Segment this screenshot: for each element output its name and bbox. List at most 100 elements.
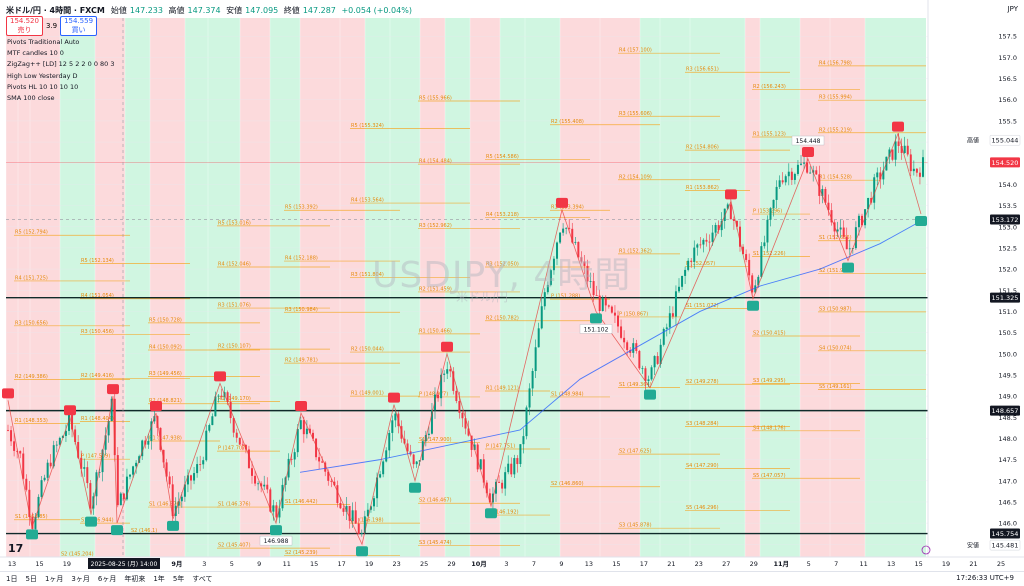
- candle-body: [7, 429, 9, 431]
- tf-button[interactable]: すべて: [192, 575, 213, 583]
- candle-body: [720, 220, 723, 231]
- candle-body: [132, 466, 135, 475]
- candle-body: [71, 414, 74, 430]
- buy-label: 買い: [71, 26, 86, 34]
- buy-button[interactable]: 154.559 買い: [60, 16, 98, 36]
- price-tick-label: 150.5: [998, 329, 1017, 337]
- candle-body: [504, 472, 507, 489]
- time-tick-label: 15: [310, 560, 318, 568]
- candle-body: [543, 292, 546, 307]
- candle-body: [232, 418, 235, 433]
- pivot-label: R2 (149.781): [285, 358, 318, 364]
- price-axis[interactable]: 145.5146.0146.5147.0147.5148.0148.5149.0…: [927, 0, 1024, 571]
- trend-band: [445, 18, 470, 557]
- indicator-item[interactable]: SMA 100 close: [7, 94, 55, 103]
- candle-body: [296, 428, 299, 453]
- sma-100-line: [299, 217, 927, 473]
- tf-button[interactable]: 5年: [172, 575, 185, 583]
- time-axis[interactable]: 13 15 19 21 25 27 9月 3 5 9 11 15 17 19 23 25 29 10月 3 7 9 13 1…: [0, 545, 1024, 571]
- tf-button[interactable]: 1ヶ月: [44, 575, 64, 583]
- ohlc-readout: 始値 147.233 高値 147.374 安値 147.095 終値 147.287 …: [111, 5, 415, 16]
- pivot-label: R4 (152.188): [285, 256, 318, 262]
- tf-button[interactable]: 1年: [153, 575, 165, 583]
- pivot-label: R3 (150.656): [15, 320, 48, 326]
- candle-body: [891, 149, 894, 160]
- pivot-label: S3 (145.474): [419, 540, 452, 546]
- candle-body: [257, 483, 260, 485]
- close-value: 147.287: [302, 5, 336, 15]
- trend-band: [865, 18, 926, 557]
- indicator-item[interactable]: Pivots Traditional Auto: [7, 38, 80, 46]
- indicator-item[interactable]: Pivots HL 10 10 10 10: [7, 82, 79, 91]
- indicator-item[interactable]: MTF candles 10 0: [7, 49, 64, 58]
- pivot-label: S1 (148.984): [551, 391, 584, 397]
- price-tick-label: 152.0: [998, 266, 1017, 274]
- time-tick-label: 5: [230, 560, 234, 568]
- candle-body: [220, 395, 223, 397]
- pivot-label: R1 (152.362): [619, 248, 652, 254]
- open-value: 147.233: [129, 5, 163, 15]
- indicator-item[interactable]: High Low Yesterday D: [7, 71, 78, 80]
- candle-body: [714, 224, 717, 233]
- candle-body: [488, 493, 491, 503]
- candle-body: [809, 172, 812, 174]
- pivot-label: R4 (151.725): [15, 275, 48, 281]
- swing-low-marker: [915, 216, 927, 227]
- pivot-label: S1 (152.226): [753, 251, 786, 257]
- candle-body: [574, 241, 577, 243]
- pivot-label: R2 (150.044): [351, 347, 384, 353]
- candle-body: [559, 232, 562, 243]
- pivot-label: S3 (150.987): [819, 306, 852, 312]
- candle-body: [613, 312, 616, 316]
- trend-band: [390, 18, 420, 557]
- price-tick-label: 153.5: [998, 202, 1017, 210]
- candle-body: [379, 474, 382, 478]
- price-tick-label: 147.5: [998, 456, 1017, 464]
- swing-low-marker: [485, 508, 497, 519]
- candle-body: [522, 436, 525, 445]
- candle-body: [354, 510, 357, 524]
- price-flag-value: 145.481: [992, 542, 1019, 550]
- clock-readout[interactable]: 17:26:33 UTC+9: [956, 574, 1014, 582]
- pivot-label: R4 (153.564): [351, 198, 384, 204]
- candle-body: [848, 248, 851, 250]
- candle-body: [854, 227, 857, 249]
- candle-body: [647, 379, 650, 381]
- pivot-label: R3 (151.804): [351, 272, 384, 278]
- time-tick-label: 15: [914, 560, 922, 568]
- tf-button[interactable]: 5日: [25, 575, 37, 583]
- sell-button[interactable]: 154.520 売り: [6, 16, 43, 36]
- tf-button[interactable]: 1日: [6, 575, 18, 583]
- pivot-label: R1 (150.466): [419, 328, 452, 334]
- candle-body: [141, 440, 144, 457]
- tf-button[interactable]: 6ヶ月: [97, 575, 117, 583]
- candle-body: [626, 342, 629, 350]
- swing-high-marker: [107, 384, 119, 395]
- pivot-label: R1 (155.123): [753, 132, 786, 138]
- symbol-title[interactable]: 米ドル/円 · 4時間 · FXCM: [6, 5, 105, 15]
- pivot-label: R1 (147.938): [149, 435, 182, 441]
- price-tick-label: 147.0: [998, 477, 1017, 485]
- candle-body: [915, 168, 918, 173]
- pivot-label: S4 (148.176): [753, 425, 786, 431]
- candle-body: [342, 508, 345, 512]
- candle-body: [589, 281, 592, 282]
- time-tick-label: 7: [532, 560, 536, 568]
- tf-button[interactable]: 3ヶ月: [71, 575, 90, 583]
- pivot-label: S2 (146.860): [551, 481, 584, 487]
- candle-body: [800, 163, 802, 165]
- candle-body: [601, 297, 604, 312]
- candle-body: [586, 265, 589, 282]
- candle-body: [165, 462, 168, 477]
- pivot-label: R3 (152.050): [486, 261, 519, 267]
- tf-button[interactable]: 年初来: [124, 575, 146, 583]
- pivot-label: S2 (145.239): [285, 550, 318, 556]
- price-flag: [990, 157, 1020, 168]
- candle-body: [485, 482, 488, 494]
- cursor-date-box: [88, 558, 160, 569]
- candle-body: [653, 356, 656, 368]
- candle-body: [13, 441, 16, 451]
- indicator-item[interactable]: ZigZag++ [LD] 12 5 2 2 0 0 80 3: [7, 60, 115, 69]
- candle-body: [873, 177, 876, 203]
